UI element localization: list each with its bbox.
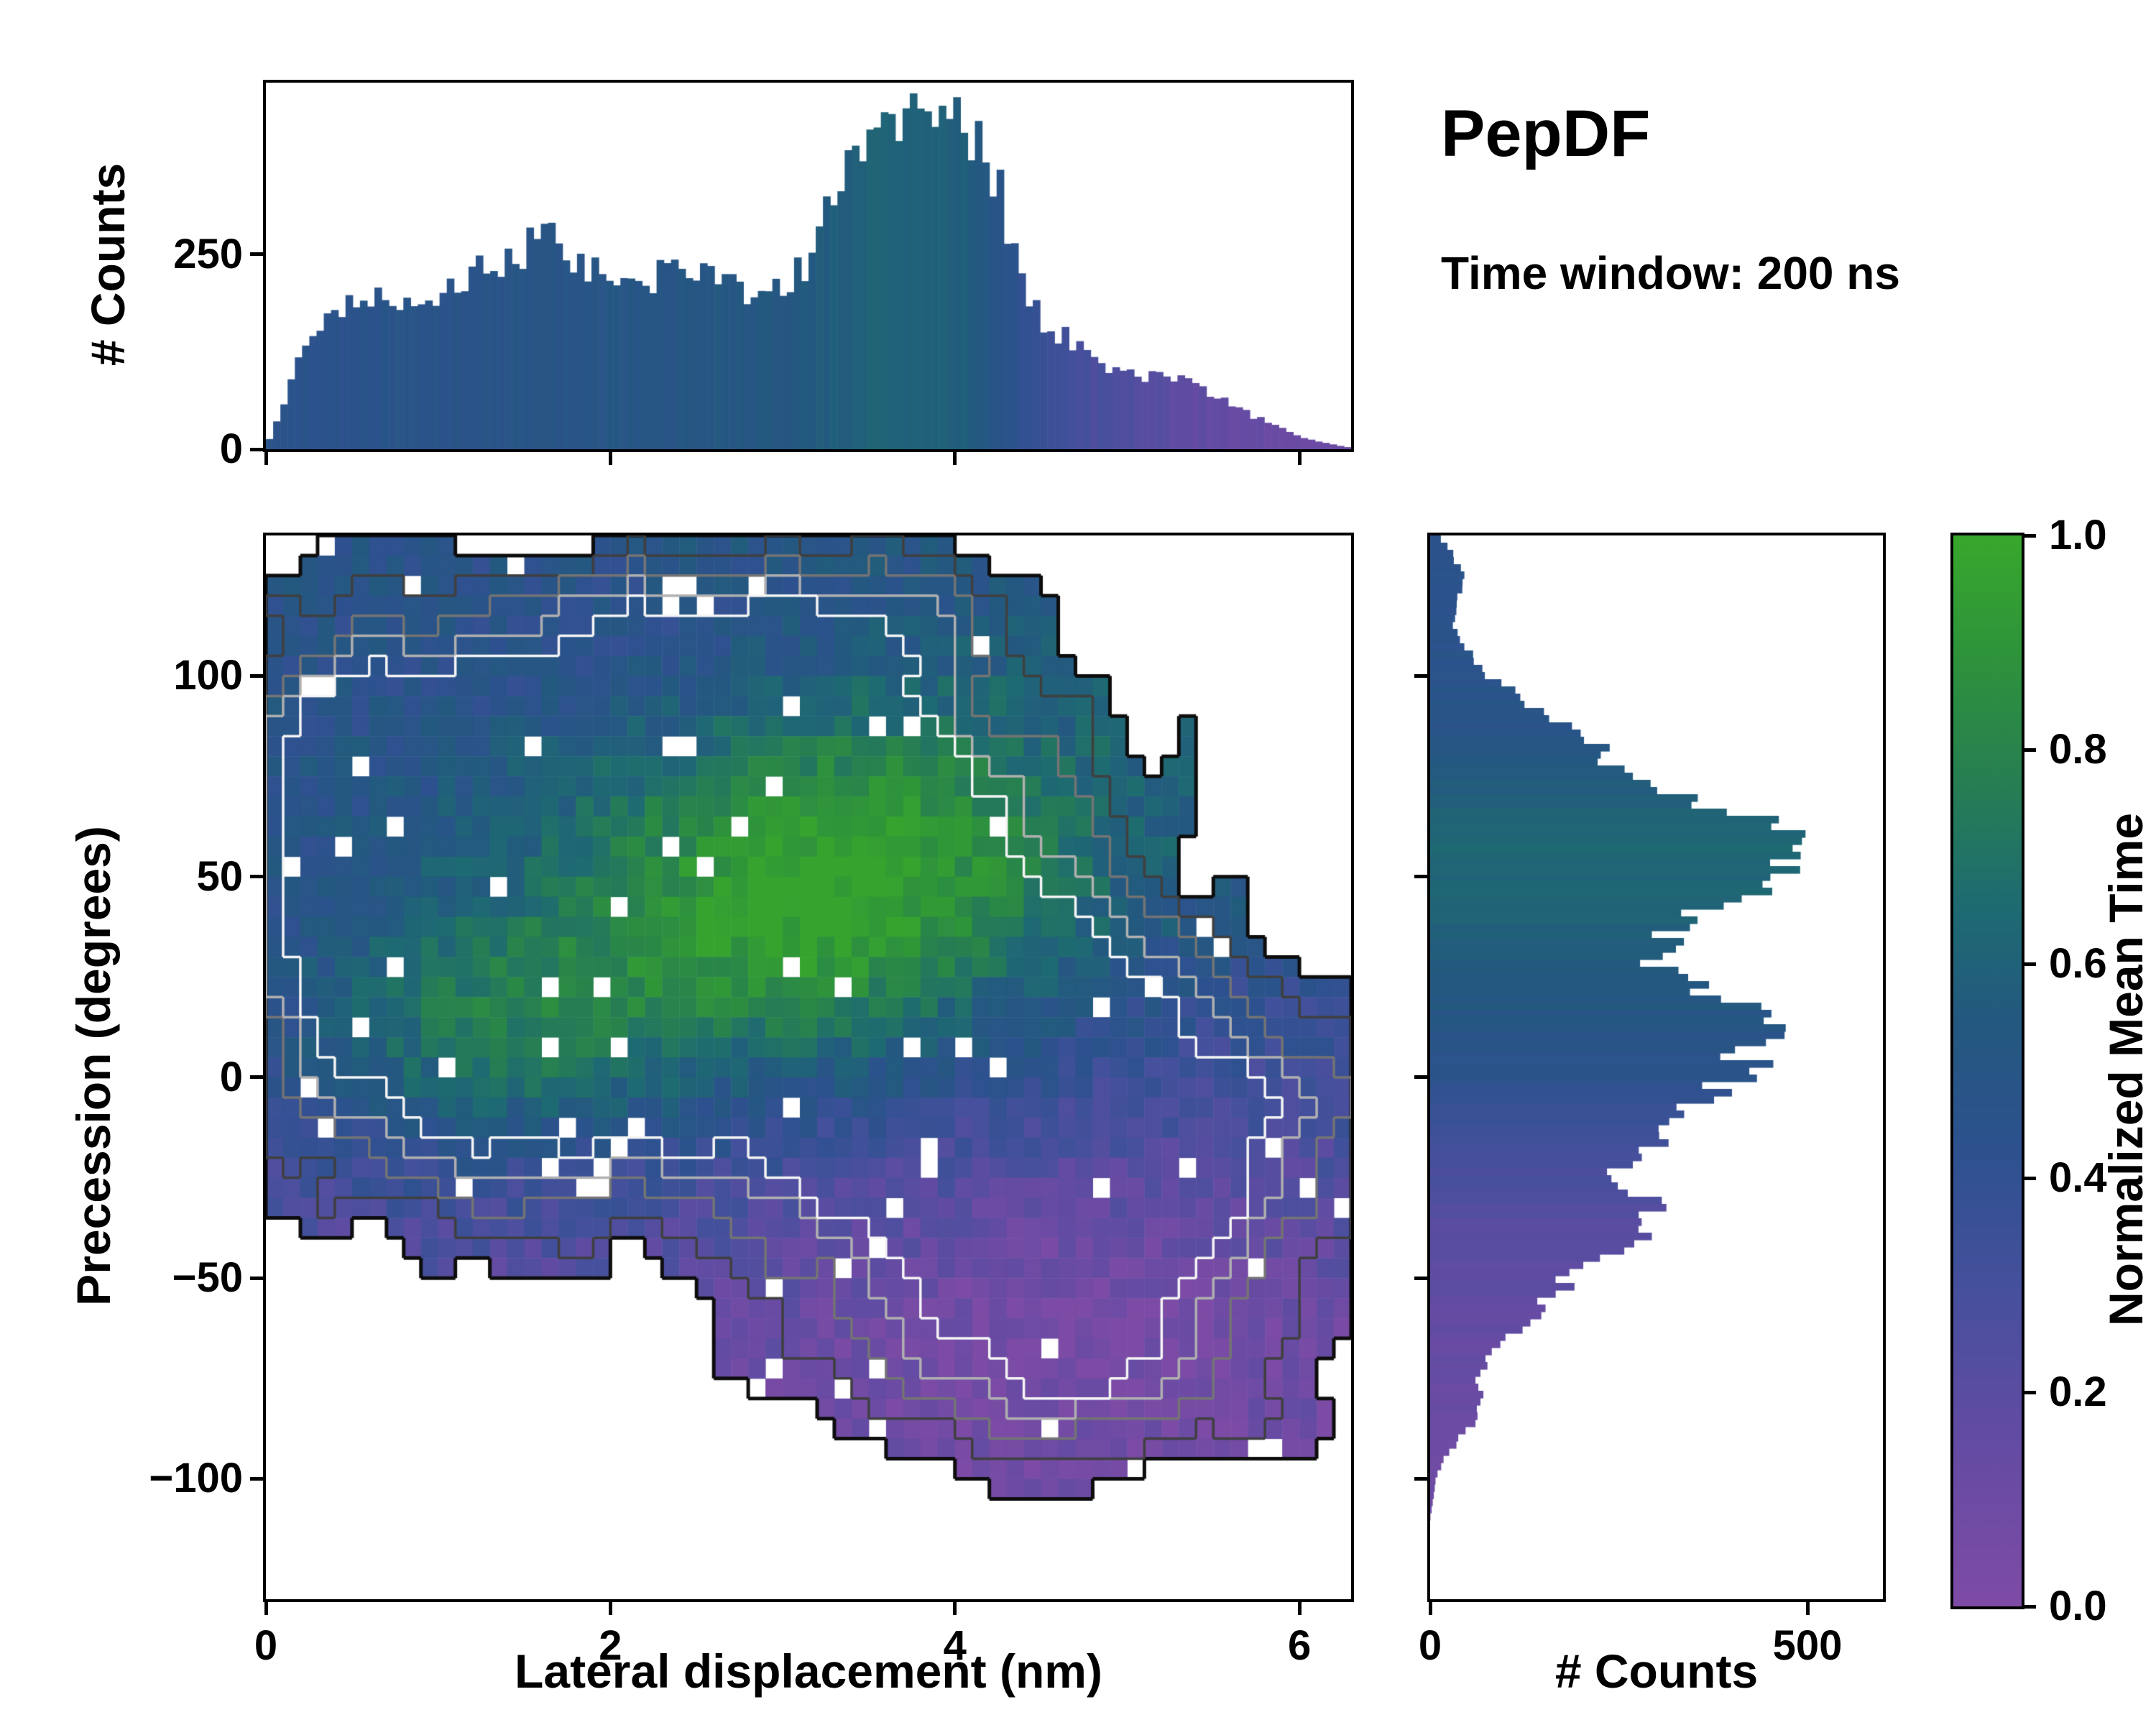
tick-label: 0.4 xyxy=(2049,1154,2107,1201)
tick-mark xyxy=(1805,1599,1810,1615)
right-hist-x-axis-label: # Counts xyxy=(1554,1644,1759,1698)
tick-label: −50 xyxy=(172,1254,243,1302)
tick-mark xyxy=(1414,875,1430,879)
tick-mark xyxy=(1297,1599,1302,1615)
tick-mark xyxy=(250,447,266,451)
tick-label: 0 xyxy=(219,1053,243,1100)
tick-mark xyxy=(250,1476,266,1481)
tick-mark xyxy=(2022,748,2036,752)
tick-mark xyxy=(250,875,266,879)
tick-mark xyxy=(953,449,957,465)
tick-label: 0.6 xyxy=(2049,940,2107,987)
tick-mark xyxy=(2022,533,2036,538)
tick-label: 100 xyxy=(173,652,243,699)
tick-mark xyxy=(1414,673,1430,678)
tick-label: 50 xyxy=(196,852,243,900)
tick-label: −100 xyxy=(149,1455,243,1502)
plot-title: PepDF xyxy=(1441,97,1651,170)
top-histogram-panel xyxy=(263,80,1354,452)
tick-mark xyxy=(250,1276,266,1280)
tick-mark xyxy=(2022,1390,2036,1394)
right-histogram-canvas xyxy=(1430,535,1883,1599)
tick-mark xyxy=(1414,1075,1430,1080)
colorbar-label: Normalized Mean Time xyxy=(2099,813,2152,1326)
tick-label: 2 xyxy=(599,1622,622,1669)
tick-mark xyxy=(250,252,266,257)
colorbar-gradient xyxy=(1953,535,2022,1606)
colorbar xyxy=(1950,533,2024,1609)
tick-mark xyxy=(250,1075,266,1080)
tick-label: 0.2 xyxy=(2049,1368,2107,1415)
tick-mark xyxy=(264,1599,268,1615)
tick-mark xyxy=(953,1599,957,1615)
tick-label: 1.0 xyxy=(2049,512,2107,558)
tick-mark xyxy=(608,449,612,465)
tick-label: 0.8 xyxy=(2049,726,2107,773)
tick-label: 0.0 xyxy=(2049,1583,2107,1629)
main-x-axis-label: Lateral displacement (nm) xyxy=(515,1644,1102,1698)
tick-label: 500 xyxy=(1772,1622,1843,1669)
right-histogram-panel xyxy=(1427,533,1886,1602)
tick-mark xyxy=(264,449,268,465)
top-histogram-canvas xyxy=(266,83,1351,449)
tick-mark xyxy=(608,1599,612,1615)
tick-mark xyxy=(1414,1276,1430,1280)
tick-label: 0 xyxy=(219,426,243,472)
tick-mark xyxy=(2022,1176,2036,1180)
tick-mark xyxy=(1297,449,1302,465)
tick-mark xyxy=(1428,1599,1432,1615)
time-window-annotation: Time window: 200 ns xyxy=(1441,247,1900,299)
tick-label: 0 xyxy=(1418,1622,1442,1669)
tick-mark xyxy=(2022,1604,2036,1609)
tick-mark xyxy=(250,673,266,678)
tick-label: 4 xyxy=(943,1622,967,1669)
tick-label: 0 xyxy=(254,1622,278,1669)
tick-mark xyxy=(1414,1476,1430,1481)
tick-label: 250 xyxy=(173,230,243,277)
main-heatmap-panel xyxy=(263,533,1354,1602)
heatmap-canvas xyxy=(266,535,1351,1599)
tick-label: 6 xyxy=(1287,1622,1312,1669)
tick-mark xyxy=(2022,962,2036,966)
